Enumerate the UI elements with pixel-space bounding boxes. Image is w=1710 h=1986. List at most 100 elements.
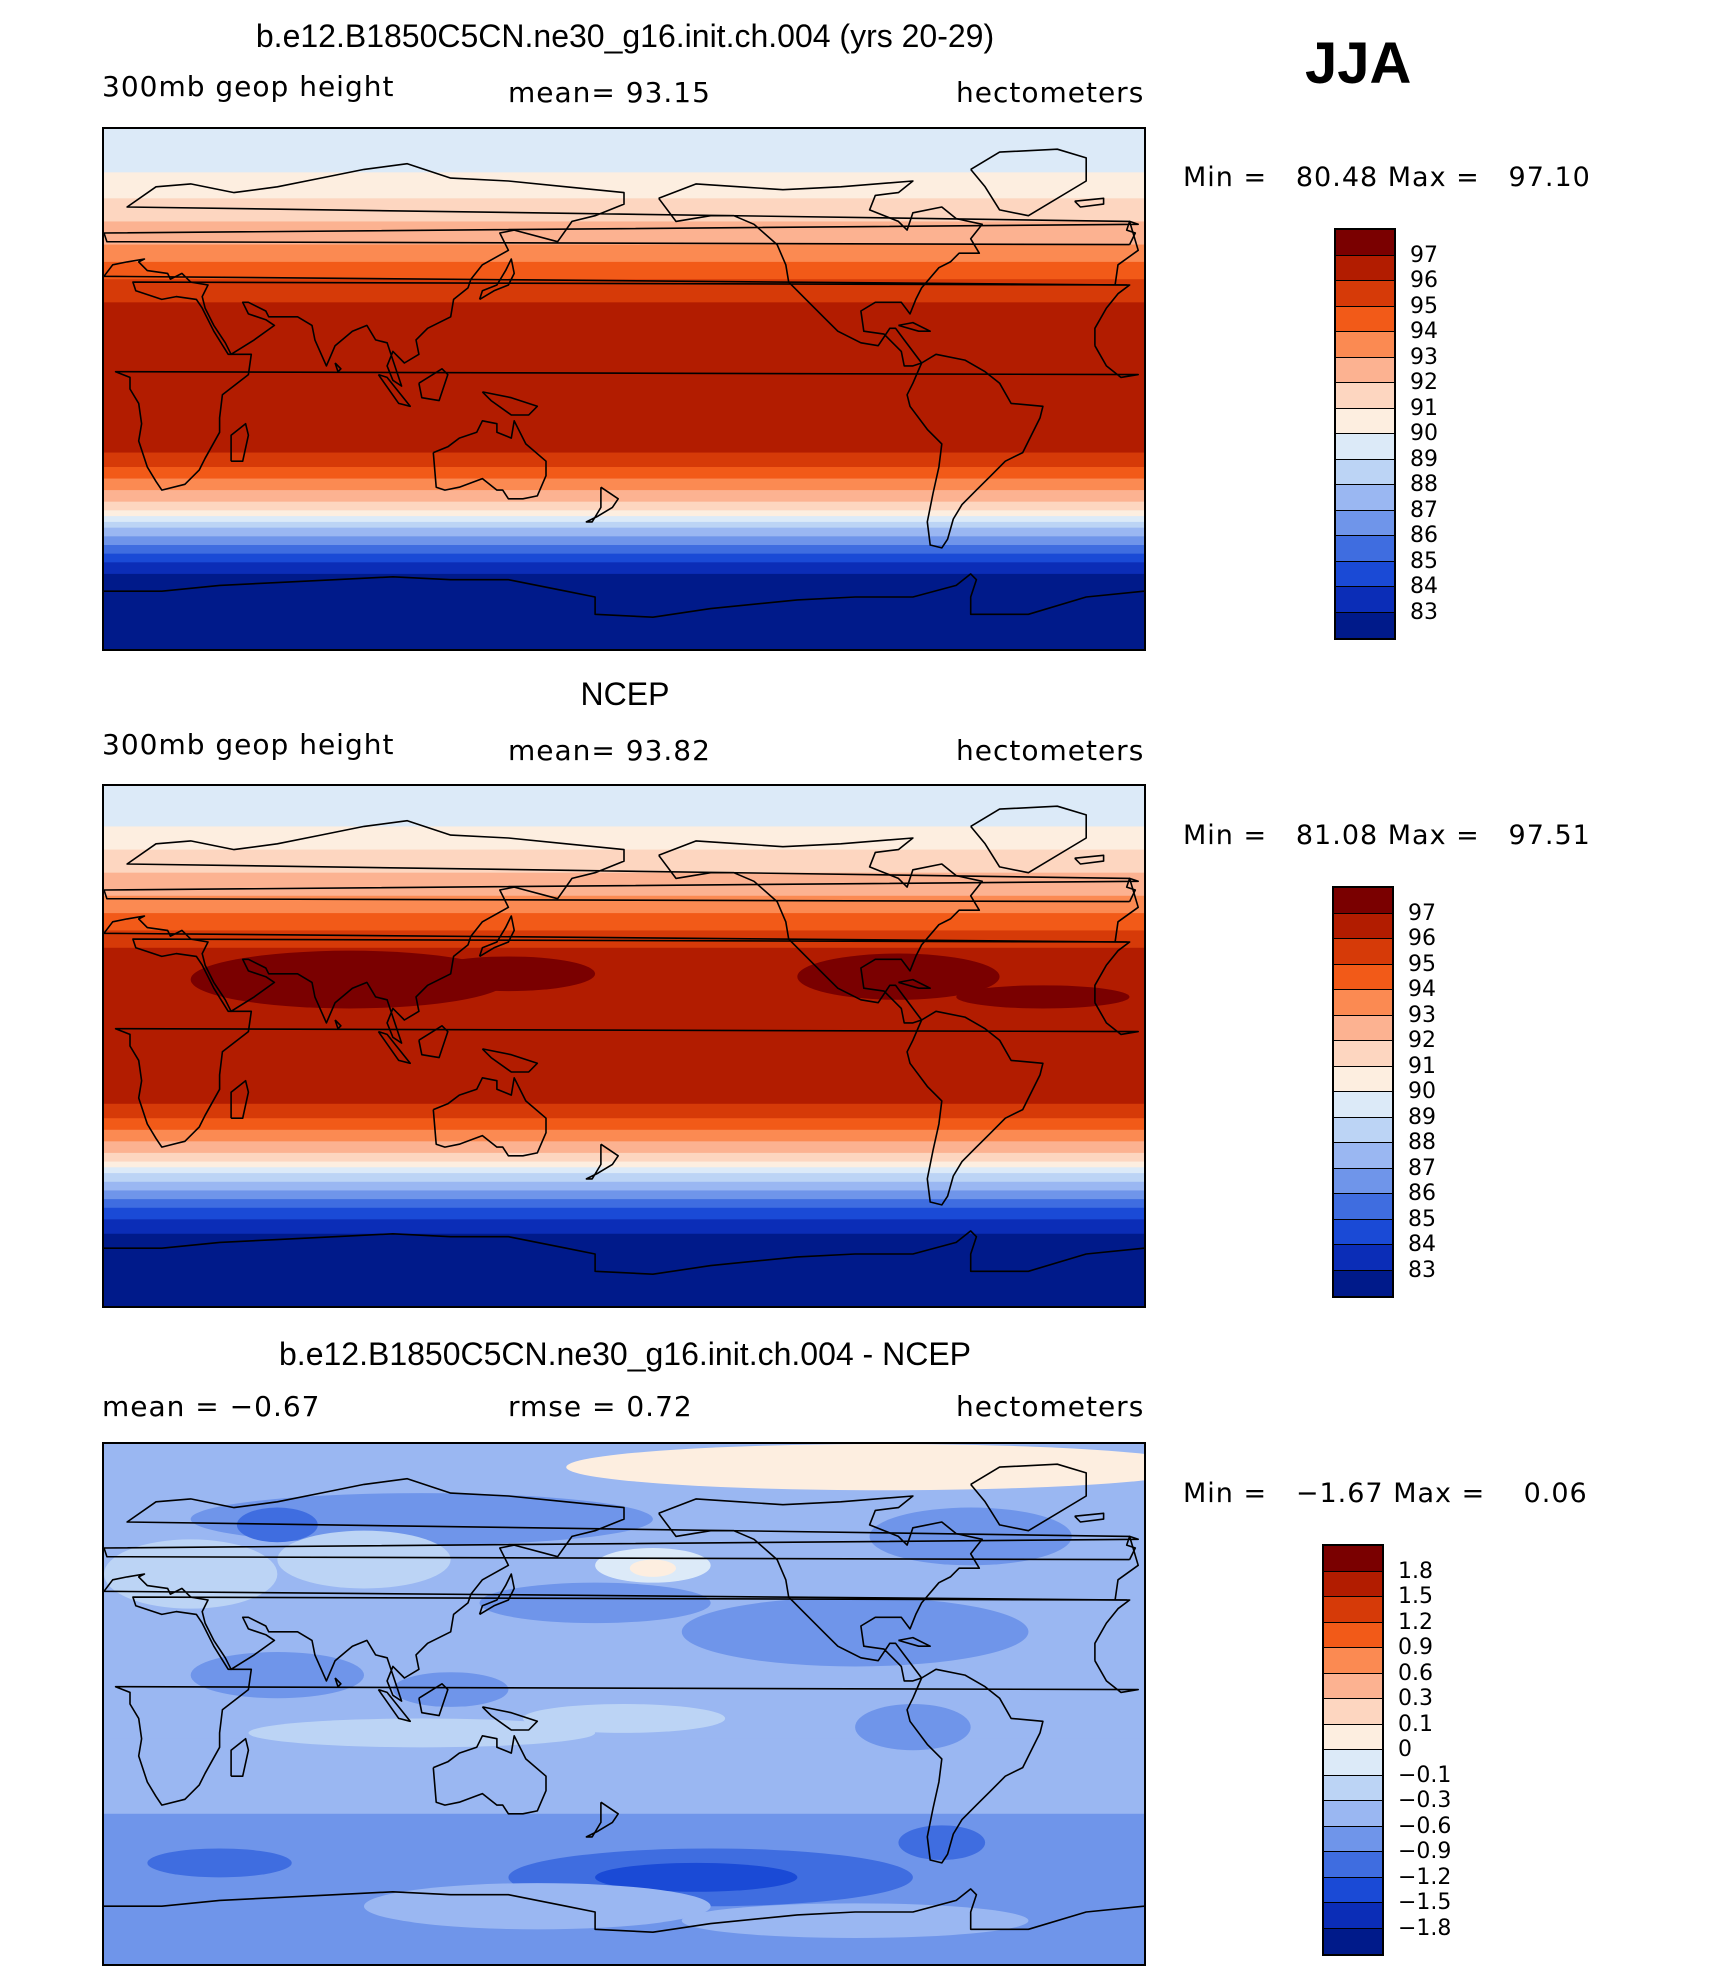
colorbar-label: −0.3 — [1398, 1788, 1452, 1813]
map-canvas — [104, 786, 1144, 1306]
coastline-sri-lanka — [334, 1019, 342, 1030]
panel-2-left-label: 300mb geop height — [102, 728, 395, 761]
contour-band — [104, 516, 1144, 523]
contour-region — [392, 1672, 509, 1707]
contour-band — [104, 1167, 1144, 1174]
colorbar-cell — [1336, 383, 1394, 409]
coastline-north-america — [658, 1495, 984, 1682]
colorbar-label: 96 — [1410, 268, 1438, 293]
contour-band — [104, 261, 1144, 280]
contour-band — [104, 786, 1144, 827]
panel-1-center-label: mean= 93.15 — [508, 76, 711, 109]
panel-1-max-label: Max = — [1387, 162, 1480, 193]
colorbar-cell — [1334, 1194, 1392, 1220]
panel-1-max-value: 97.10 — [1508, 162, 1591, 193]
contour-band — [104, 573, 1144, 649]
contour-band — [104, 536, 1144, 546]
panel-3-max-label: Max = — [1393, 1478, 1486, 1509]
contour-region — [681, 1597, 1029, 1667]
contour-band — [104, 279, 1144, 303]
colorbar-cell — [1336, 306, 1394, 332]
coastline-uk — [104, 220, 1139, 246]
contour-region — [566, 1444, 1144, 1491]
contour-band — [104, 545, 1144, 555]
contour-region — [364, 1883, 711, 1930]
colorbar-label: 97 — [1410, 242, 1438, 268]
coastline-new-zealand — [585, 486, 620, 523]
colorbar-cell — [1334, 1092, 1392, 1118]
colorbar-cell — [1336, 561, 1394, 587]
colorbar-cell — [1336, 536, 1394, 562]
contour-band — [104, 872, 1144, 897]
coastline-south-america — [906, 1668, 1044, 1864]
colorbar-cell — [1324, 1673, 1382, 1699]
coastline-europe-asia — [104, 819, 1139, 1044]
colorbar-cell — [1334, 939, 1392, 965]
colorbar-cell — [1324, 1597, 1382, 1623]
colorbar-cell — [1334, 1143, 1392, 1169]
panel-3-title: b.e12.B1850C5CN.ne30_g16.init.ch.004 - N… — [279, 1336, 971, 1372]
coastline-iceland — [1074, 1512, 1105, 1523]
colorbar-cell — [1324, 1571, 1382, 1597]
contour-band — [104, 1738, 1144, 1815]
colorbar-label: 88 — [1410, 472, 1438, 497]
panel-1-colorbar — [1334, 228, 1396, 640]
coastline-south-america — [906, 353, 1044, 549]
colorbar-cell — [1336, 459, 1394, 485]
colorbar-label: −0.1 — [1398, 1762, 1452, 1788]
coastline-cuba — [898, 1636, 932, 1647]
colorbar-cell — [1336, 587, 1394, 613]
colorbar-label: 95 — [1408, 951, 1436, 977]
contour-band — [104, 1141, 1144, 1154]
panel-1-title: b.e12.B1850C5CN.ne30_g16.init.ch.004 (yr… — [255, 18, 995, 54]
colorbar-cell — [1334, 964, 1392, 990]
contour-band — [104, 221, 1144, 246]
colorbar-cell — [1336, 510, 1394, 536]
contour-region — [797, 953, 1000, 1000]
colorbar-cell — [1324, 1699, 1382, 1725]
panel-3-colorbar — [1322, 1544, 1384, 1956]
coastline-japan — [478, 258, 516, 301]
colorbar-label: 84 — [1408, 1232, 1436, 1257]
panel-2-right-label: hectometers — [956, 734, 1145, 767]
colorbar-label: 91 — [1410, 395, 1438, 421]
contour-band — [104, 510, 1144, 517]
colorbar-label: 83 — [1410, 599, 1438, 625]
coastline-borneo — [418, 368, 449, 402]
colorbar-cell — [1336, 230, 1394, 256]
contour-region — [147, 1848, 292, 1878]
coastline-antarctica — [104, 1888, 1144, 1934]
panel-3-left-label: mean = −0.67 — [102, 1390, 321, 1423]
coastline-australia — [432, 419, 547, 500]
colorbar-label: −1.2 — [1398, 1864, 1452, 1890]
coastline-australia — [432, 1734, 547, 1815]
coastline-europe-asia — [104, 162, 1139, 387]
colorbar-cell — [1324, 1622, 1382, 1648]
coastline-north-america — [658, 180, 984, 367]
coastline-madagascar — [230, 422, 250, 463]
coastline-antarctica — [104, 1230, 1144, 1276]
coastline-greenland — [970, 148, 1088, 217]
contour-band — [104, 527, 1144, 537]
coastline-greenland — [970, 805, 1088, 874]
colorbar-label: 90 — [1408, 1079, 1436, 1104]
colorbar-label: 89 — [1410, 446, 1438, 472]
coastline-japan — [478, 915, 516, 958]
colorbar-cell — [1336, 332, 1394, 358]
panel-2-max-value: 97.51 — [1508, 820, 1591, 851]
panel-1-min-label: Min = — [1183, 162, 1268, 193]
coastline-cuba — [898, 321, 932, 332]
contour-band — [104, 501, 1144, 511]
contour-band — [104, 490, 1144, 503]
panel-1-right-label: hectometers — [956, 76, 1145, 109]
colorbar-cell — [1334, 1117, 1392, 1143]
colorbar-cell — [1324, 1928, 1382, 1954]
colorbar-cell — [1324, 1724, 1382, 1750]
colorbar-cell — [1334, 1219, 1392, 1245]
colorbar-cell — [1336, 357, 1394, 383]
colorbar-label: −1.8 — [1398, 1915, 1452, 1941]
contour-band — [104, 478, 1144, 491]
colorbar-cell — [1334, 888, 1392, 914]
colorbar-label: 85 — [1408, 1206, 1436, 1232]
contour-band — [104, 1129, 1144, 1142]
